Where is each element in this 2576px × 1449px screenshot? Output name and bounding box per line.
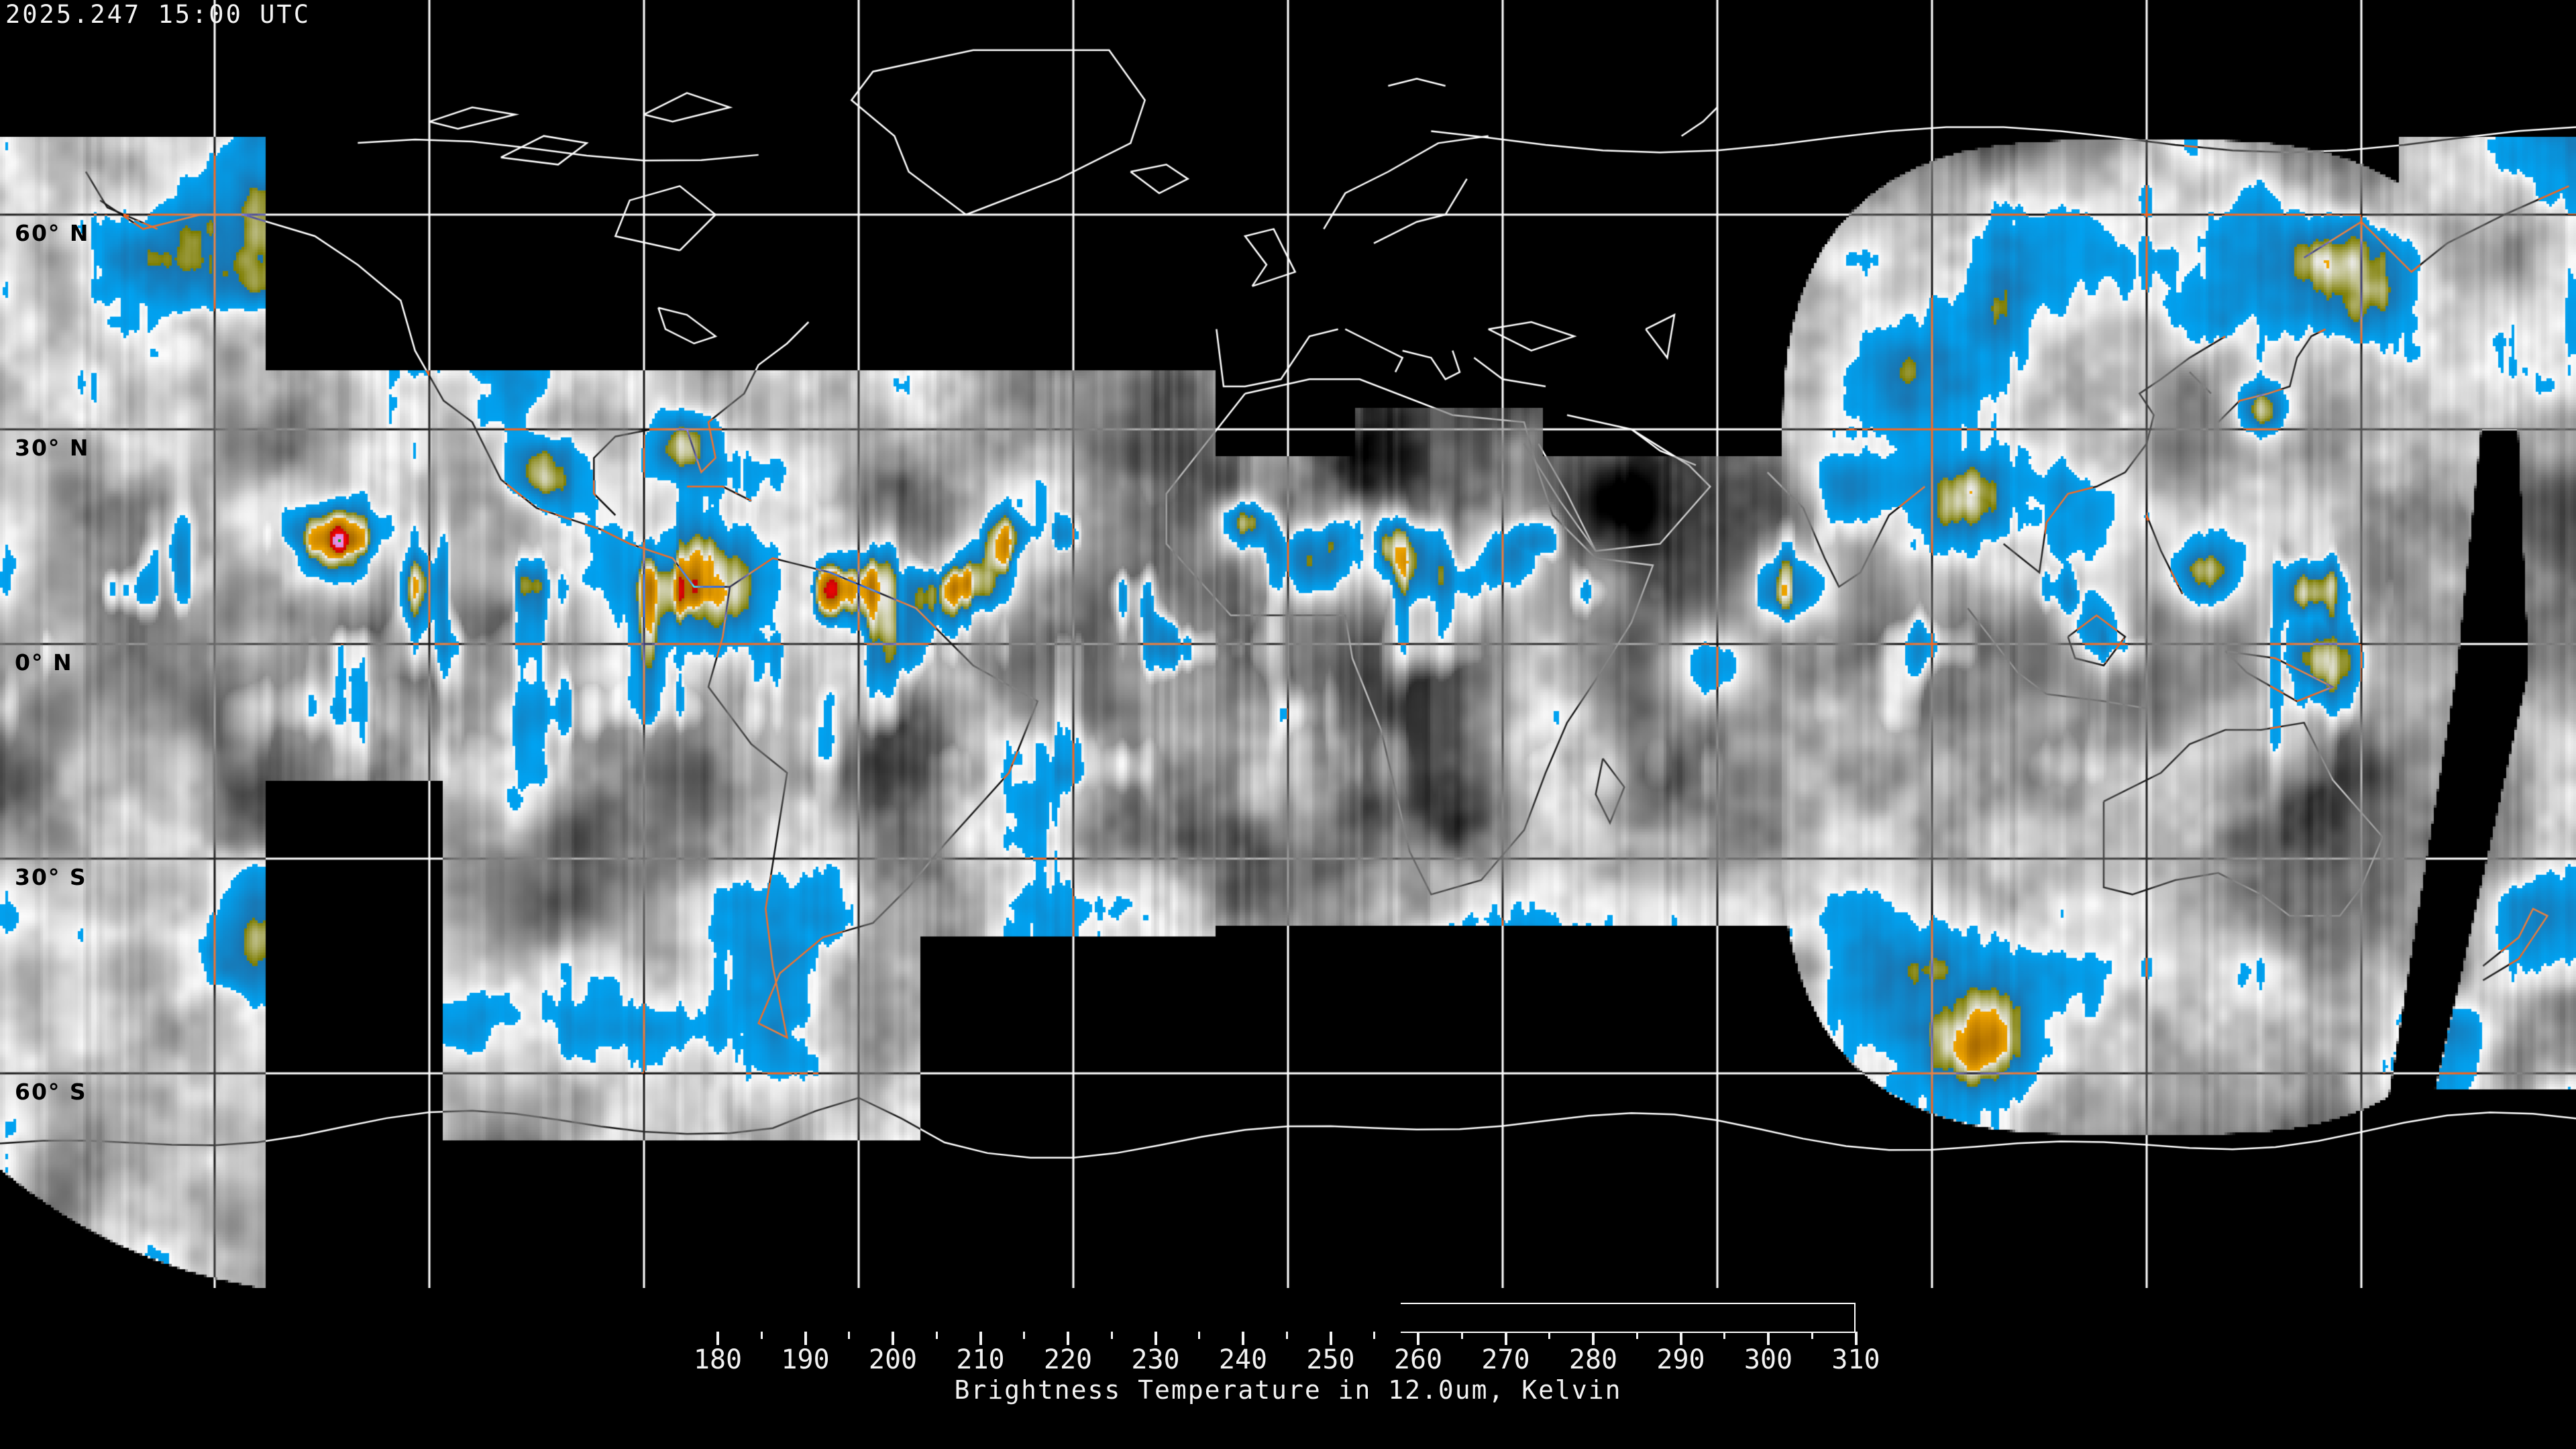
colorbar-tick-label: 280 — [1568, 1344, 1618, 1375]
colorbar-tick-label: 230 — [1131, 1344, 1180, 1375]
colorbar-minor-tick — [1460, 1332, 1463, 1339]
colorbar-minor-tick — [935, 1332, 938, 1339]
colorbar-major-tick — [1154, 1332, 1157, 1345]
latitude-label: 30° N — [15, 435, 90, 461]
colorbar: 180 190 200 210 220 230 240 250 260 270 280 290 300 3… — [694, 1303, 1880, 1398]
colorbar-minor-tick — [760, 1332, 763, 1339]
latitude-label: 0° N — [15, 649, 73, 676]
colorbar-tick-label: 260 — [1393, 1344, 1443, 1375]
colorbar-minor-tick — [1548, 1332, 1551, 1339]
colorbar-minor-tick — [1023, 1332, 1026, 1339]
colorbar-minor-tick — [1285, 1332, 1288, 1339]
colorbar-major-tick — [1242, 1332, 1244, 1345]
colorbar-major-tick — [1592, 1332, 1595, 1345]
colorbar-tick-label: 190 — [781, 1344, 830, 1375]
colorbar-minor-tick — [1110, 1332, 1113, 1339]
colorbar-gray-outline — [1400, 1303, 1856, 1333]
colorbar-major-tick — [1417, 1332, 1419, 1345]
graticule-coastline-overlay — [0, 0, 2576, 1288]
colorbar-major-tick — [892, 1332, 894, 1345]
timestamp: 2025.247 15:00 UTC — [5, 0, 311, 29]
colorbar-major-tick — [1067, 1332, 1069, 1345]
colorbar-tick-label: 310 — [1831, 1344, 1880, 1375]
colorbar-tick-label: 220 — [1043, 1344, 1093, 1375]
colorbar-tick-label: 180 — [693, 1344, 743, 1375]
colorbar-minor-tick — [1373, 1332, 1376, 1339]
colorbar-tick-label: 250 — [1306, 1344, 1355, 1375]
colorbar-major-tick — [716, 1332, 719, 1345]
colorbar-step-banding — [718, 1304, 1856, 1332]
colorbar-tick-label: 210 — [956, 1344, 1005, 1375]
colorbar-minor-tick — [1811, 1332, 1813, 1339]
colorbar-tick-label: 270 — [1481, 1344, 1530, 1375]
colorbar-minor-tick — [848, 1332, 851, 1339]
colorbar-major-tick — [979, 1332, 982, 1345]
colorbar-major-tick — [804, 1332, 807, 1345]
colorbar-major-tick — [1679, 1332, 1682, 1345]
colorbar-tick-label: 200 — [868, 1344, 918, 1375]
colorbar-major-tick — [1504, 1332, 1507, 1345]
latitude-label: 60° N — [15, 220, 90, 246]
colorbar-minor-tick — [1198, 1332, 1201, 1339]
latitude-label: 60° S — [15, 1079, 87, 1105]
colorbar-tick-label: 300 — [1743, 1344, 1793, 1375]
colorbar-major-tick — [1767, 1332, 1770, 1345]
colorbar-minor-tick — [1635, 1332, 1638, 1339]
colorbar-tick-label: 290 — [1656, 1344, 1705, 1375]
colorbar-minor-tick — [1723, 1332, 1726, 1339]
colorbar-caption: Brightness Temperature in 12.0um, Kelvin — [954, 1375, 1622, 1405]
colorbar-major-tick — [1329, 1332, 1332, 1345]
latitude-label: 30° S — [15, 864, 87, 890]
colorbar-tick-label: 240 — [1218, 1344, 1268, 1375]
colorbar-major-tick — [1854, 1332, 1858, 1345]
